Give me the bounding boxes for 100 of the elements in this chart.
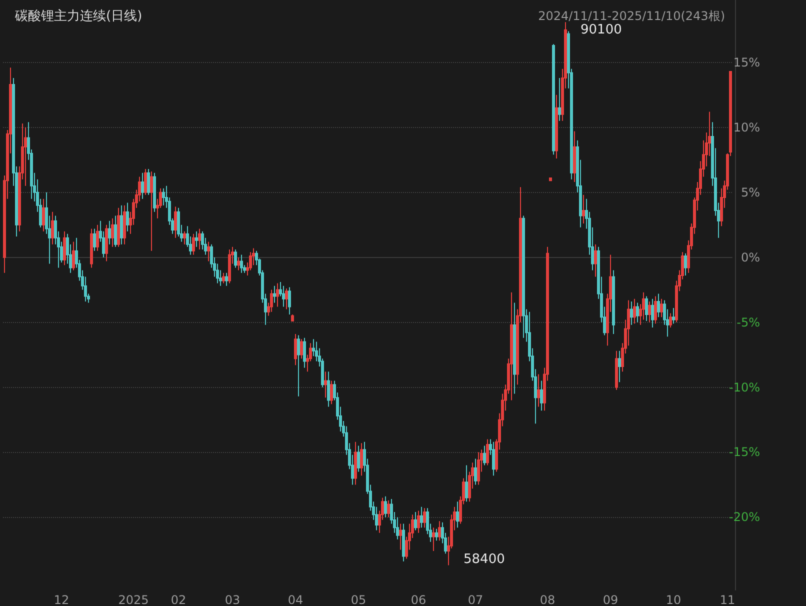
- candlestick: [477, 452, 480, 486]
- candlestick: [660, 298, 663, 318]
- candlestick: [240, 254, 243, 274]
- candlestick: [423, 508, 426, 528]
- x-tick-label: 04: [288, 593, 304, 606]
- candlestick: [636, 302, 639, 323]
- candlestick: [360, 442, 363, 476]
- candlestick: [324, 371, 327, 398]
- x-tick-label: 09: [602, 593, 618, 606]
- candlestick: [174, 206, 177, 238]
- candlestick: [72, 241, 75, 271]
- candlestick: [42, 198, 45, 232]
- candlestick: [225, 272, 228, 286]
- candlestick: [63, 230, 66, 266]
- candlestick: [645, 296, 648, 322]
- y-tick-label: -15%: [728, 445, 760, 460]
- candlestick: [555, 94, 558, 160]
- x-tick-label: 10: [666, 593, 682, 606]
- candlestick: [276, 282, 279, 308]
- candlestick: [486, 438, 489, 466]
- candlestick: [120, 204, 123, 245]
- candlestick: [594, 244, 597, 278]
- candlestick: [162, 188, 165, 206]
- candlestick: [192, 233, 195, 256]
- candlestick: [303, 337, 306, 368]
- candlestick: [648, 301, 651, 323]
- candlestick: [93, 228, 96, 252]
- candlestick: [684, 252, 687, 276]
- x-tick-label: 2025: [118, 593, 149, 606]
- candlestick: [147, 168, 150, 196]
- candlestick: [465, 464, 468, 502]
- candlestick: [228, 249, 231, 284]
- x-tick-label: 03: [224, 593, 240, 606]
- x-tick-label: 02: [170, 593, 186, 606]
- candlestick: [522, 215, 525, 338]
- candlestick: [24, 126, 27, 186]
- y-tick-label: 10%: [733, 120, 760, 134]
- candlestick: [150, 171, 153, 252]
- candlestick: [513, 302, 516, 394]
- candlestick: [90, 228, 93, 268]
- candlestick: [549, 178, 552, 182]
- candlestick: [114, 215, 117, 248]
- candlestick: [474, 458, 477, 486]
- candlestick: [282, 285, 285, 308]
- candlestick: [105, 224, 108, 262]
- candlestick: [420, 506, 423, 528]
- candlestick: [357, 445, 360, 472]
- candlestick: [234, 249, 237, 268]
- candlestick: [456, 501, 459, 528]
- candlestick: [483, 445, 486, 466]
- candlestick: [198, 228, 201, 250]
- y-tick-label: 0%: [740, 250, 760, 264]
- candlestick: [288, 286, 291, 315]
- candlestick: [540, 380, 543, 412]
- candlestick: [558, 77, 561, 122]
- candlestick: [402, 523, 405, 562]
- candlestick: [654, 296, 657, 324]
- candlestick: [96, 224, 99, 252]
- x-tick-label: 11: [720, 593, 736, 606]
- candlestick: [438, 520, 441, 542]
- candlestick: [270, 289, 273, 312]
- candlestick: [537, 374, 540, 408]
- candlestick: [633, 298, 636, 324]
- candlestick: [117, 207, 120, 248]
- candlestick: [651, 298, 654, 328]
- candlestick: [297, 334, 300, 397]
- x-tick-label: 07: [468, 593, 484, 606]
- candlestick: [294, 333, 297, 366]
- candlestick: [111, 218, 114, 248]
- candlestick: [207, 241, 210, 262]
- candlestick: [123, 204, 126, 245]
- candlestick: [510, 292, 513, 401]
- candlestick: [330, 380, 333, 405]
- annotation: 90100: [580, 22, 622, 38]
- y-tick-label: 5%: [740, 185, 760, 200]
- candlestick: [615, 350, 618, 390]
- annotation: 58400: [464, 552, 505, 567]
- candlestick: [273, 285, 276, 304]
- candlestick: [177, 207, 180, 238]
- candlestick: [432, 527, 435, 552]
- y-tick-label: -20%: [728, 510, 760, 524]
- x-tick-label: 08: [540, 593, 556, 606]
- x-tick-label: 05: [350, 593, 366, 606]
- x-tick-label: 06: [410, 593, 426, 606]
- candlestick: [612, 270, 615, 334]
- candlestick: [285, 288, 288, 310]
- candlestick: [384, 496, 387, 518]
- candlestick: [417, 510, 420, 534]
- candlestick: [222, 272, 225, 284]
- candlestick: [435, 528, 438, 542]
- candlestick: [414, 512, 417, 531]
- candlestick: [237, 256, 240, 271]
- candlestick: [618, 350, 621, 383]
- candlestick: [630, 301, 633, 326]
- y-tick-label: -10%: [728, 380, 760, 394]
- x-tick-label: 12: [54, 593, 70, 606]
- candlestick: [582, 194, 585, 224]
- candlestick: [399, 523, 402, 550]
- candlestick: [669, 312, 672, 328]
- candlestick: [657, 293, 660, 318]
